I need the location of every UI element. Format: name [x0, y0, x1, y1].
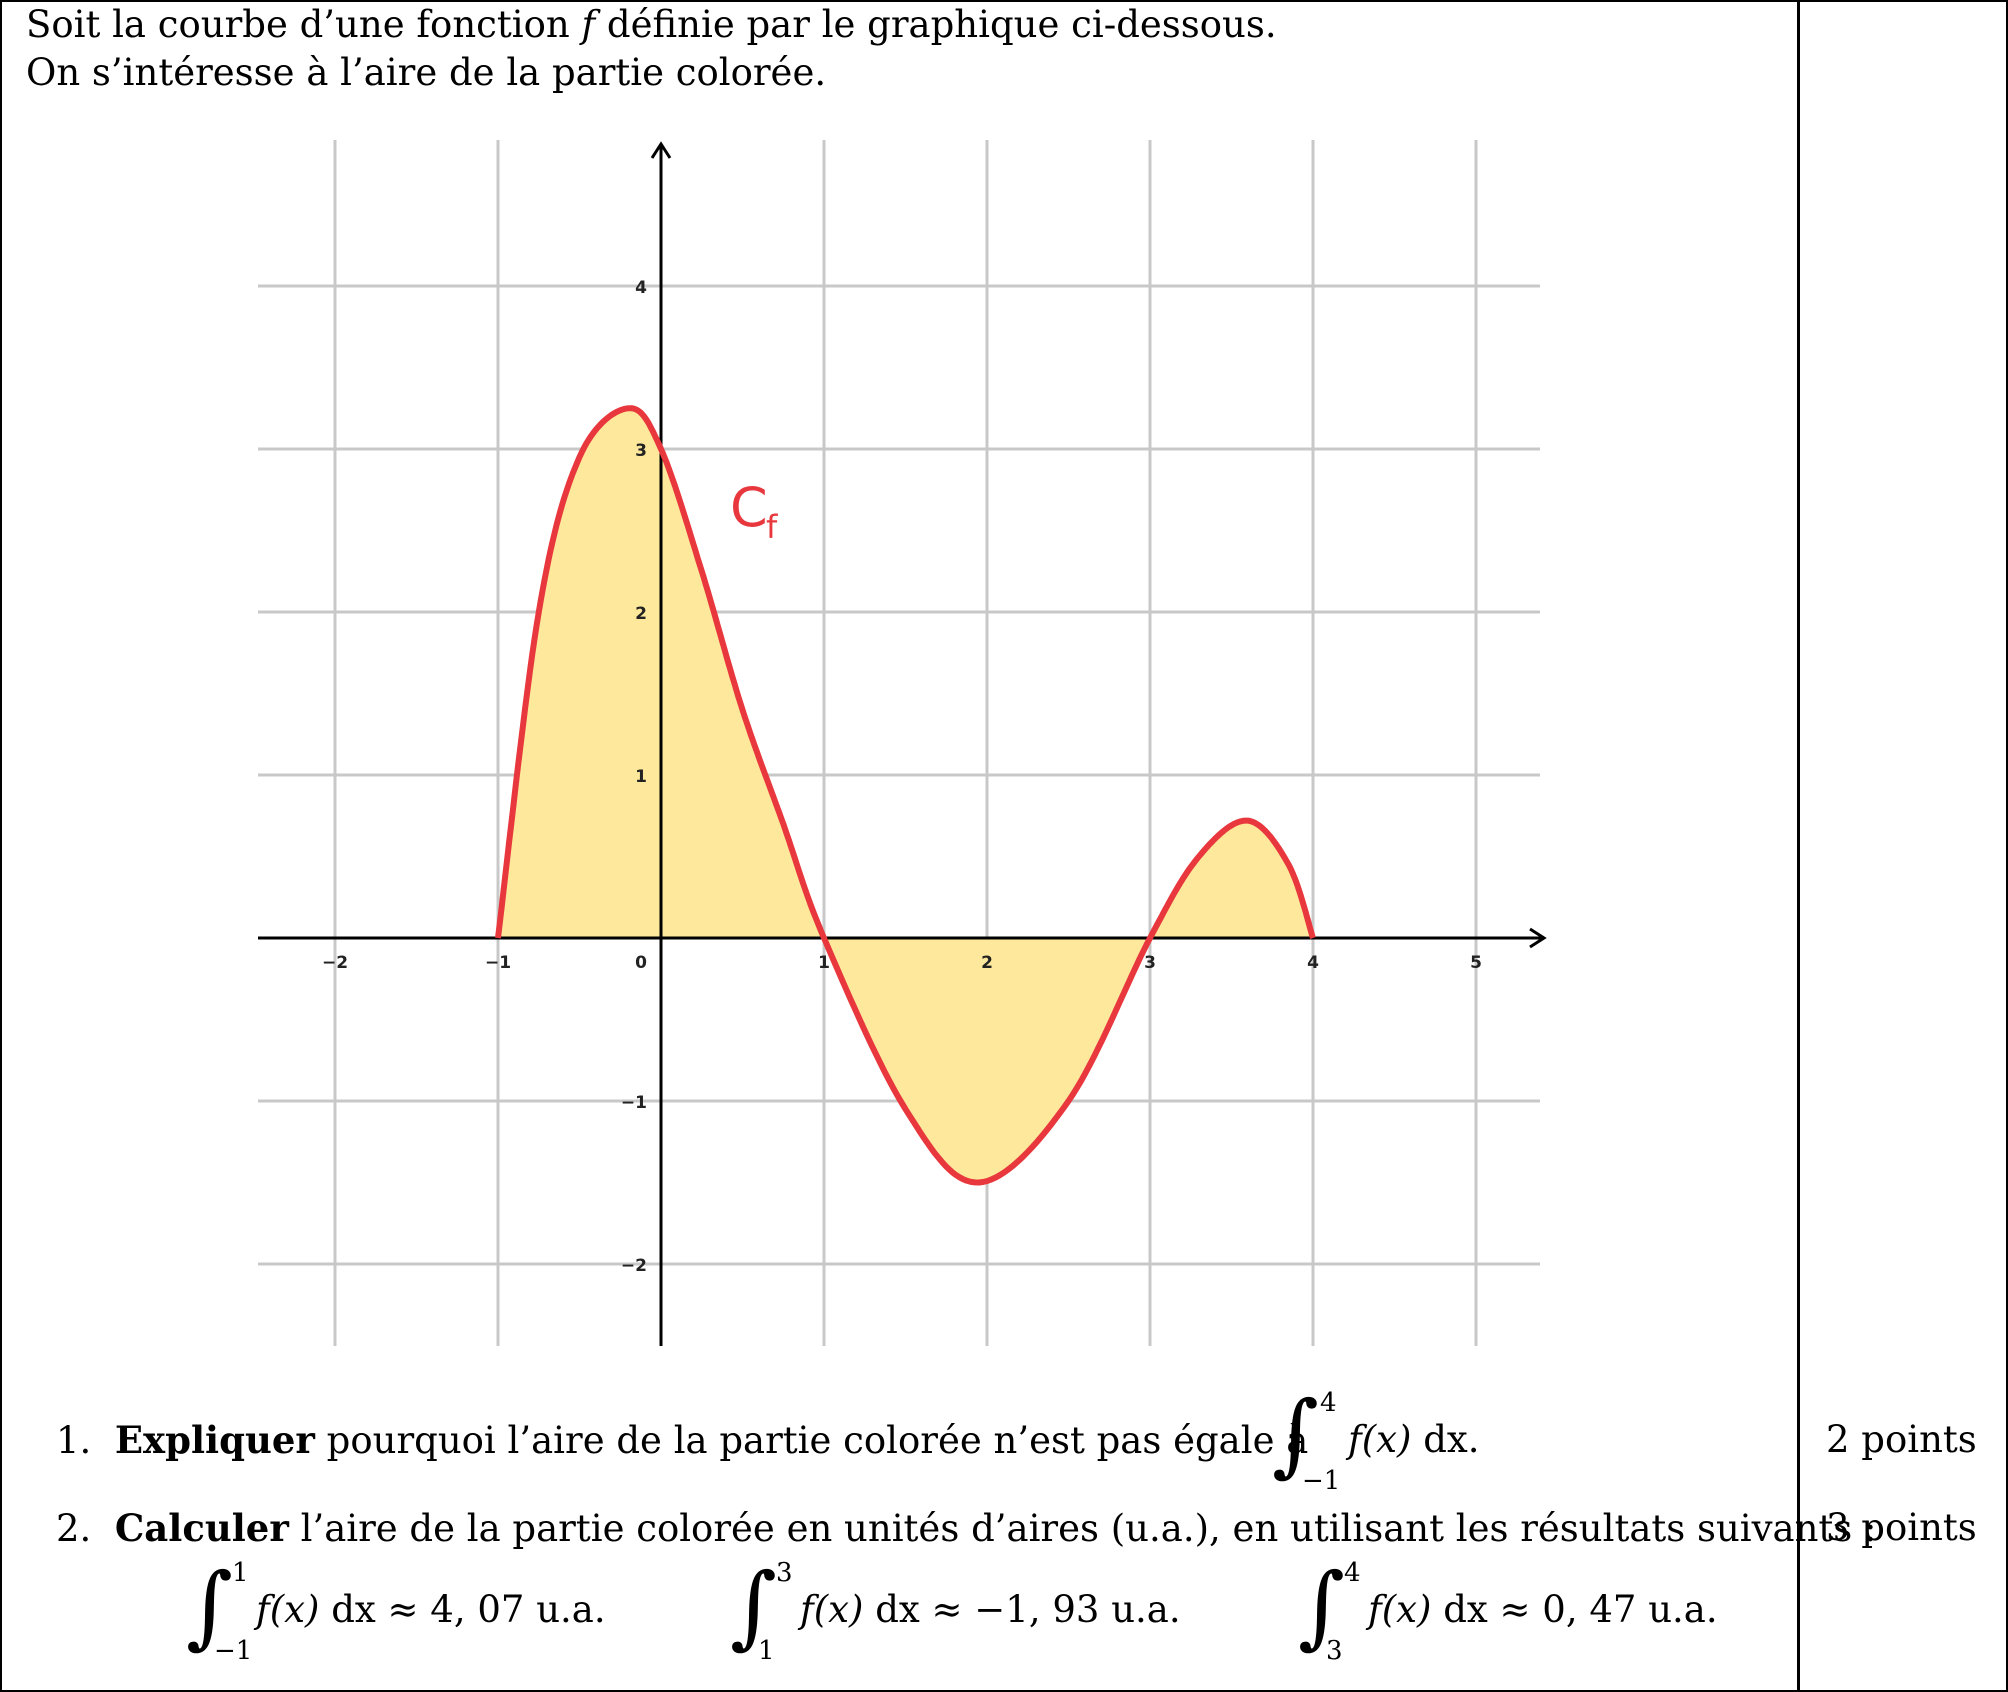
function-curve: [495, 405, 1316, 1186]
y-tick-label: 1: [635, 767, 647, 787]
y-tick-label: 3: [635, 441, 647, 461]
result-2-value: ≈ −1, 93 u.a.: [919, 1588, 1181, 1631]
result-2-dx: dx: [863, 1588, 920, 1631]
question-1-integral: ∫ 4 −1 f(x) dx.: [1272, 1382, 1512, 1500]
question-1-number: 1.: [56, 1419, 92, 1462]
question-2-text: l’aire de la partie colorée en unités d’…: [288, 1507, 1877, 1550]
function-chart: −2 −1 0 1 2 3 4 5 4 3 2 1 −1 −2 Cf: [258, 140, 1547, 1346]
points-column-divider: [1797, 0, 1800, 1692]
intro-function-name: f: [581, 3, 596, 46]
intro-text-b: définie par le graphique ci-dessous.: [595, 3, 1277, 46]
result-integral-1: ∫ 1 −1 f(x) dx ≈ 4, 07 u.a.: [186, 1554, 606, 1672]
y-axis-arrow: [650, 141, 672, 159]
x-tick-label: 2: [981, 953, 993, 973]
intro-line-2: On s’intéresse à l’aire de la partie col…: [26, 51, 827, 94]
integral-lower-bound: −1: [1302, 1466, 1341, 1496]
result-3-value: ≈ 0, 47 u.a.: [1487, 1588, 1718, 1631]
integral-sign: ∫: [186, 1554, 233, 1659]
question-2: 2. Calculer l’aire de la partie colorée …: [56, 1506, 1877, 1550]
result-3-dx: dx: [1431, 1588, 1488, 1631]
x-axis-arrow: [1529, 927, 1547, 949]
intro-line-1: Soit la courbe d’une fonction f définie …: [26, 2, 1277, 48]
result-2-upper: 3: [776, 1558, 793, 1588]
shaded-area: [498, 408, 1313, 1183]
result-integral-2: ∫ 3 1 f(x) dx ≈ −1, 93 u.a.: [730, 1554, 1181, 1672]
result-3-integrand: f(x): [1368, 1588, 1432, 1631]
y-tick-label: −2: [621, 1256, 647, 1276]
integral-sign: ∫: [1272, 1382, 1319, 1487]
question-2-number: 2.: [56, 1507, 92, 1550]
result-3-lower: 3: [1326, 1636, 1343, 1666]
result-2-lower: 1: [758, 1636, 775, 1666]
result-1-value: ≈ 4, 07 u.a.: [375, 1588, 606, 1631]
x-tick-label: 4: [1307, 953, 1319, 973]
x-tick-label: −1: [485, 953, 511, 973]
integral-upper-bound: 4: [1320, 1388, 1337, 1418]
integral-dx: dx.: [1411, 1418, 1480, 1461]
integral-sign: ∫: [730, 1554, 777, 1659]
result-1-integrand: f(x): [256, 1588, 320, 1631]
result-2-integrand: f(x): [800, 1588, 864, 1631]
question-2-verb: Calculer: [114, 1506, 289, 1550]
result-1-lower: −1: [214, 1636, 253, 1666]
question-1: 1. Expliquer pourquoi l’aire de la parti…: [56, 1418, 1308, 1462]
question-2-points: 3 points: [1826, 1506, 1977, 1549]
result-1-upper: 1: [232, 1558, 249, 1588]
question-1-points: 2 points: [1826, 1418, 1977, 1461]
result-1-dx: dx: [319, 1588, 376, 1631]
x-tick-label: −2: [322, 953, 348, 973]
x-tick-label: 0: [635, 953, 647, 973]
question-1-verb: Expliquer: [114, 1418, 315, 1462]
result-integral-3: ∫ 4 3 f(x) dx ≈ 0, 47 u.a.: [1298, 1554, 1718, 1672]
curve-label-subscript: f: [766, 508, 778, 546]
y-tick-label: 2: [635, 604, 647, 624]
integral-sign: ∫: [1298, 1554, 1345, 1659]
x-tick-label: 1: [818, 953, 830, 973]
y-tick-label: 4: [635, 278, 647, 298]
question-1-text: pourquoi l’aire de la partie colorée n’e…: [314, 1419, 1309, 1462]
curve-label: C: [730, 476, 768, 539]
x-tick-label: 3: [1144, 953, 1156, 973]
x-tick-label: 5: [1470, 953, 1482, 973]
result-3-upper: 4: [1344, 1558, 1361, 1588]
integrand: f(x): [1348, 1418, 1412, 1461]
y-tick-label: −1: [621, 1093, 647, 1113]
intro-text-a: Soit la courbe d’une fonction: [26, 3, 582, 46]
